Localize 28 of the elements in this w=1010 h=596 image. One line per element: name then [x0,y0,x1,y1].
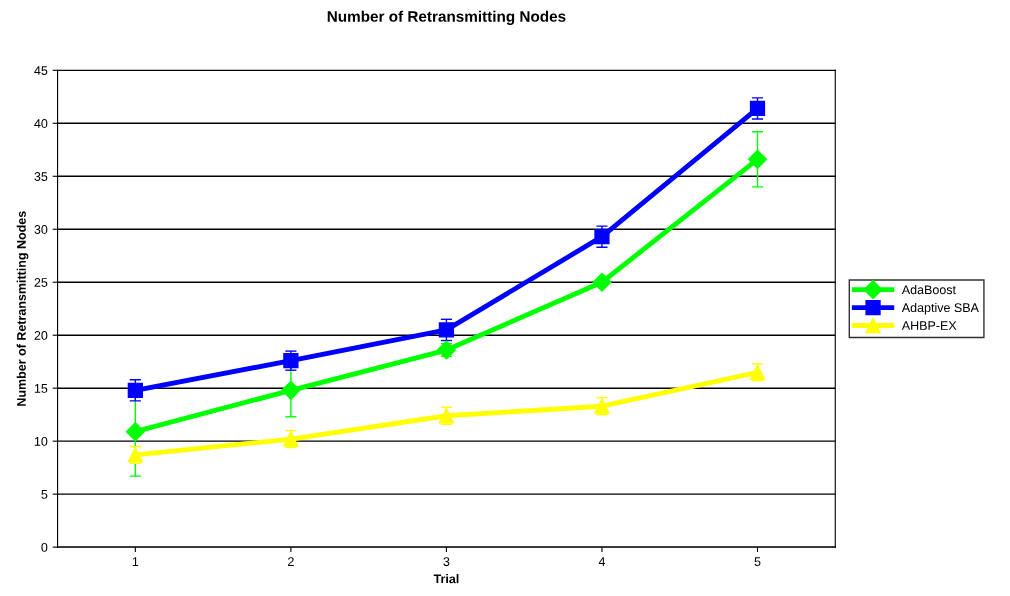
point [281,380,301,400]
x-tick-label: 3 [443,557,450,567]
y-axis-title: Number of Retransmitting Nodes [16,211,29,406]
y-tick-label: 15 [34,384,48,393]
point [594,229,610,245]
x-axis-title: Trial [433,574,459,584]
y-tick-label: 45 [34,66,48,75]
point [125,422,145,442]
legend-label: AdaBoost [901,285,956,295]
legend-label: Adaptive SBA [901,302,979,315]
y-tick-label: 10 [34,436,48,446]
x-tick-label: 5 [754,557,761,567]
y-tick-label: 35 [34,172,48,181]
x-tick-label: 2 [288,557,294,566]
x-tick-label: 1 [132,557,139,566]
x-tick-label: 4 [598,557,606,566]
y-tick-label: 20 [34,331,48,340]
chart-title: Number of Retransmitting Nodes [327,10,566,25]
y-tick-label: 25 [34,278,48,287]
legend-label: AHBP-EX [901,321,957,330]
point [747,149,768,169]
point [127,382,143,398]
y-tick-label: 5 [41,490,48,499]
point [592,272,612,292]
y-tick-label: 0 [41,542,48,552]
y-tick-label: 40 [34,119,48,128]
point [438,322,455,338]
y-tick-label: 30 [34,225,48,234]
